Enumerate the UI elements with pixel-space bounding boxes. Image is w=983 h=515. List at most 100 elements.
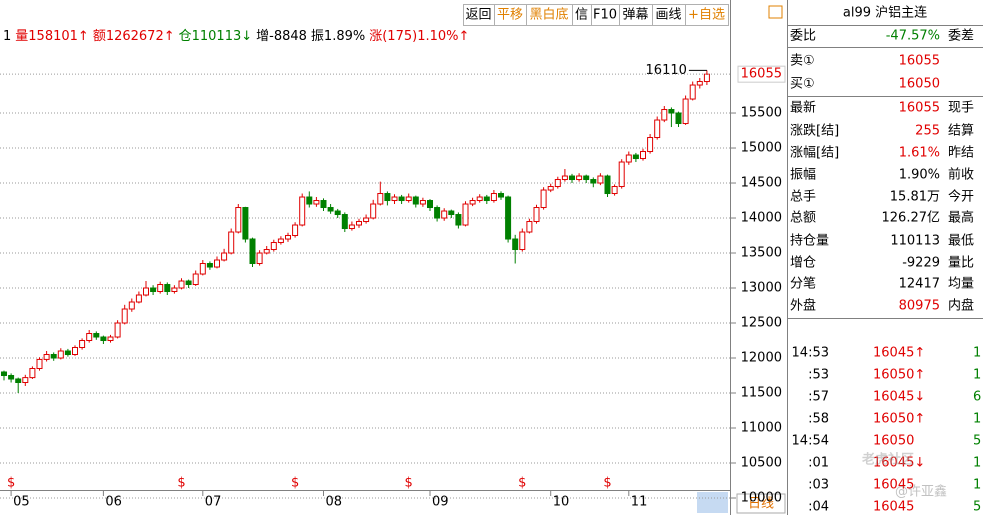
trade-time: 14:53 bbox=[792, 346, 829, 361]
toolbar-label[interactable]: F10 bbox=[593, 8, 617, 23]
candle-body bbox=[43, 354, 50, 360]
candle-body bbox=[135, 294, 142, 303]
toolbar-label[interactable]: 黑白底 bbox=[529, 7, 568, 23]
candle-body bbox=[498, 193, 504, 198]
row-label-2: 昨结 bbox=[948, 146, 974, 161]
info-item: 额1262672↑ bbox=[93, 29, 175, 44]
event-marker: $ bbox=[603, 476, 611, 491]
panel-icon[interactable] bbox=[768, 5, 783, 19]
row-value: 110113 bbox=[890, 234, 940, 249]
toolbar-label[interactable]: 弹幕 bbox=[622, 8, 648, 23]
row-value: 255 bbox=[915, 124, 940, 139]
candle-body bbox=[490, 193, 497, 202]
trade-time: :01 bbox=[808, 456, 829, 471]
candle-body bbox=[703, 73, 710, 83]
candle-body bbox=[36, 358, 43, 370]
candle-body bbox=[348, 224, 355, 230]
candle-body bbox=[363, 217, 370, 223]
trade-time: :53 bbox=[808, 368, 829, 383]
candle-body bbox=[547, 186, 554, 191]
candle-body bbox=[256, 252, 263, 265]
period-button[interactable] bbox=[736, 493, 786, 514]
trade-price: 16045↑ bbox=[873, 346, 925, 361]
candle-body bbox=[377, 193, 384, 205]
candle-body bbox=[270, 242, 277, 251]
toolbar-label[interactable]: +自选 bbox=[688, 8, 725, 23]
candle-body bbox=[668, 109, 675, 114]
candle-body bbox=[277, 238, 284, 244]
candle-body bbox=[469, 200, 476, 205]
candle-body bbox=[93, 333, 100, 338]
toolbar-label[interactable]: 平移 bbox=[497, 8, 523, 23]
candle-body bbox=[434, 207, 441, 219]
row-label-2: 最高 bbox=[948, 210, 974, 226]
row-label-2: 量比 bbox=[948, 256, 974, 271]
candle-body bbox=[128, 301, 135, 310]
row-label: 买① bbox=[790, 77, 815, 92]
candle-body bbox=[171, 287, 178, 293]
candle-body bbox=[569, 175, 575, 181]
row-label: 持仓量 bbox=[790, 234, 829, 249]
trade-time: :04 bbox=[808, 500, 829, 515]
trade-price: 16050↑ bbox=[873, 368, 925, 383]
event-marker: $ bbox=[405, 476, 413, 491]
row-value: -9229 bbox=[902, 256, 940, 271]
candle-body bbox=[675, 112, 682, 125]
toolbar-label[interactable]: 信 bbox=[575, 8, 588, 23]
candle-body bbox=[448, 210, 455, 216]
row-label: 增仓 bbox=[790, 256, 816, 271]
toolbar-label[interactable]: 返回 bbox=[465, 8, 491, 23]
candle-body bbox=[647, 137, 654, 153]
toolbar-label[interactable]: 画线 bbox=[655, 8, 681, 23]
panel-title: al99 沪铝主连 bbox=[843, 5, 927, 21]
candle-body bbox=[22, 377, 29, 384]
watermark: 老虎社区 bbox=[861, 452, 914, 468]
candle-body bbox=[107, 336, 114, 342]
watermark-author: @许亚鑫 bbox=[895, 484, 947, 500]
candle-body bbox=[221, 252, 228, 261]
candle-body bbox=[164, 284, 171, 293]
candle-body bbox=[476, 196, 483, 202]
candle-body bbox=[611, 186, 618, 195]
candle-body bbox=[391, 196, 398, 202]
candle-body bbox=[412, 196, 419, 205]
candle-body bbox=[640, 151, 646, 160]
candle-body bbox=[150, 287, 157, 293]
candle-body bbox=[661, 109, 668, 121]
candle-body bbox=[292, 224, 299, 237]
candle-body bbox=[462, 203, 469, 226]
info-item: 增-8848 bbox=[256, 29, 307, 44]
candle-body bbox=[625, 154, 632, 163]
candle-body bbox=[8, 375, 15, 380]
toolbar-button[interactable] bbox=[685, 4, 729, 26]
candle-body bbox=[533, 207, 540, 223]
y-tick-label: 15500 bbox=[741, 106, 782, 121]
y-tick-label: 15000 bbox=[741, 141, 782, 156]
trade-price: 16050↑ bbox=[873, 412, 925, 427]
y-tick-label: 13500 bbox=[741, 246, 782, 261]
candle-body bbox=[632, 154, 639, 160]
candle-body bbox=[79, 340, 86, 349]
row-label-2: 今开 bbox=[948, 189, 974, 205]
row-label-2: 最低 bbox=[948, 234, 974, 249]
candle-body bbox=[121, 308, 128, 324]
trade-qty: 5 bbox=[973, 500, 981, 515]
period-label[interactable]: 日线 bbox=[748, 497, 774, 512]
candle-body bbox=[441, 210, 448, 219]
high-label: 16110 bbox=[646, 63, 687, 78]
row-value: 1.61% bbox=[899, 146, 940, 161]
row-label-2: 现手 bbox=[948, 101, 974, 116]
row-label: 涨跌[结] bbox=[790, 123, 839, 139]
candle-body bbox=[206, 263, 213, 268]
scroll-thumb[interactable] bbox=[697, 492, 728, 513]
candle-body bbox=[590, 179, 597, 184]
trade-price: 16045 bbox=[873, 478, 914, 493]
x-tick-label: 10 bbox=[553, 495, 570, 510]
row-value: 16055 bbox=[899, 101, 940, 116]
row-label: 外盘 bbox=[790, 298, 816, 314]
row-value: -47.57% bbox=[886, 29, 940, 44]
row-label: 振幅 bbox=[790, 168, 816, 183]
row-value: 80975 bbox=[899, 299, 940, 314]
y-tick-label: 10000 bbox=[741, 491, 782, 506]
info-bar: 1 量158101↑ 额1262672↑ 仓110113↓ 增-8848 振1.89% 涨(… bbox=[3, 29, 469, 44]
